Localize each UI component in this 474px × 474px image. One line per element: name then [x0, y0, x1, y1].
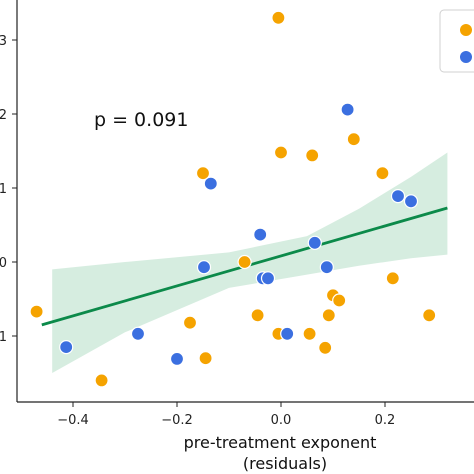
y-tick-label: 3 — [0, 34, 7, 49]
legend — [439, 9, 474, 73]
orange-point-4 — [195, 166, 211, 181]
orange-point-5 — [198, 351, 213, 366]
points-layer — [29, 10, 437, 388]
orange-point-3 — [182, 315, 198, 330]
y-tick-label: 2 — [0, 108, 7, 123]
x-tick-label: −0.2 — [161, 413, 193, 428]
legend-box — [439, 9, 474, 73]
blue-point-10 — [319, 260, 334, 275]
blue-point-7 — [260, 271, 276, 286]
x-tick-label: 0.2 — [375, 413, 396, 428]
blue-point-1 — [130, 326, 146, 341]
orange-point-12 — [318, 340, 333, 355]
x-axis-label-sub: (residuals) — [243, 454, 327, 473]
orange-point-15 — [332, 293, 347, 308]
orange-point-18 — [385, 271, 400, 286]
p-value-annotation: p = 0.091 — [94, 109, 188, 131]
y-tick-label: 0 — [0, 256, 7, 271]
orange-point-13 — [321, 308, 336, 323]
blue-point-11 — [340, 102, 355, 117]
x-axis-label: pre-treatment exponent — [184, 433, 377, 452]
legend-marker-blue — [460, 51, 472, 63]
orange-point-9 — [273, 145, 289, 160]
orange-point-6 — [237, 254, 252, 270]
orange-point-11 — [305, 148, 320, 163]
orange-point-17 — [375, 166, 390, 181]
orange-point-16 — [346, 132, 361, 147]
blue-point-8 — [280, 326, 295, 341]
blue-point-9 — [307, 235, 322, 250]
x-tick-label: −0.4 — [57, 413, 89, 428]
orange-point-2 — [94, 373, 109, 388]
blue-point-0 — [59, 340, 74, 355]
blue-point-5 — [253, 227, 268, 242]
orange-point-10 — [302, 326, 317, 341]
blue-point-3 — [196, 260, 212, 275]
blue-point-13 — [403, 194, 419, 209]
orange-point-1 — [29, 304, 44, 319]
orange-point-19 — [422, 308, 437, 323]
x-ticks: −0.4 −0.2 0.0 0.2 — [57, 402, 395, 428]
blue-point-2 — [169, 351, 185, 366]
orange-point-0 — [271, 10, 286, 25]
y-ticks: 3 2 1 0 1 — [0, 34, 17, 345]
y-tick-label: 1 — [0, 182, 7, 197]
blue-point-4 — [203, 176, 218, 191]
blue-point-12 — [390, 189, 406, 204]
x-tick-label: 0.0 — [271, 413, 292, 428]
y-tick-label: 1 — [0, 330, 7, 345]
orange-point-7 — [250, 308, 265, 323]
legend-marker-orange — [460, 24, 472, 36]
